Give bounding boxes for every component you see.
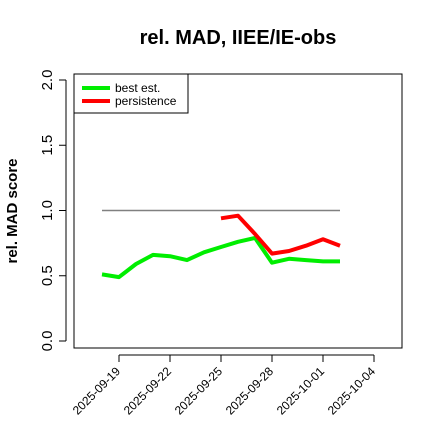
y-ticks: 0.0 0.5 1.0 1.5 2.0 <box>39 70 66 352</box>
y-tick-label: 0.5 <box>39 265 56 286</box>
plot-area <box>73 73 403 349</box>
legend-label-best-est: best est. <box>115 81 160 95</box>
series-group <box>101 213 341 280</box>
chart-title: rel. MAD, IIEE/IE-obs <box>140 27 337 49</box>
y-tick-label: 2.0 <box>39 70 56 91</box>
x-tick-label: 2025-09-28 <box>223 364 277 418</box>
x-tick-label: 2025-09-25 <box>172 364 226 418</box>
legend-box <box>73 73 189 114</box>
x-tick-label: 2025-10-01 <box>274 364 328 418</box>
series-line-persistence <box>220 213 341 256</box>
legend-label-persistence: persistence <box>115 94 177 108</box>
y-axis-label: rel. MAD score <box>4 158 21 263</box>
x-ticks: 2025-09-192025-09-222025-09-252025-09-28… <box>70 355 379 418</box>
legend: best est. persistence <box>73 73 189 114</box>
series-line-best-est <box>101 235 340 280</box>
y-tick-label: 1.5 <box>39 135 56 156</box>
x-tick-label: 2025-09-22 <box>121 364 175 418</box>
y-tick-label: 0.0 <box>39 331 56 352</box>
y-tick-label: 1.0 <box>39 200 56 221</box>
x-tick-label: 2025-09-19 <box>70 364 124 418</box>
x-tick-label: 2025-10-04 <box>325 364 379 418</box>
